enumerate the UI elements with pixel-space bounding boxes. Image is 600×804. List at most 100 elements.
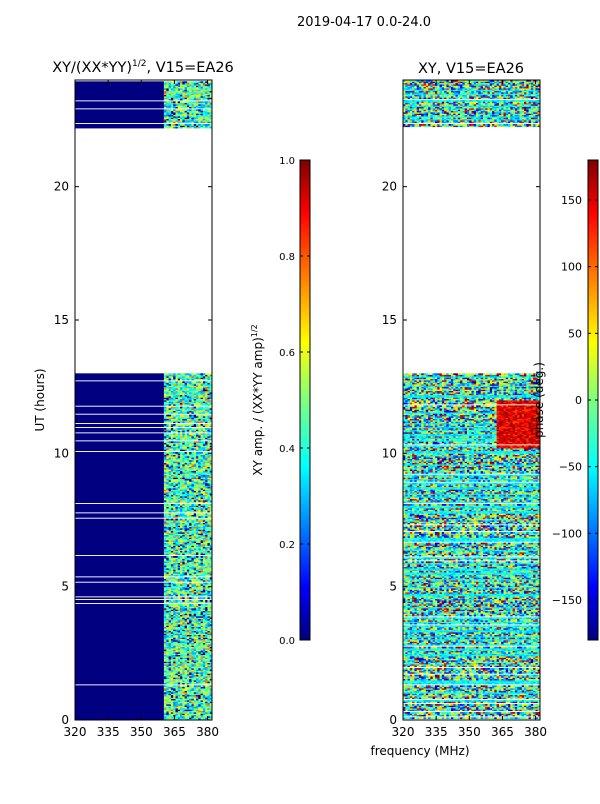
left-heat-cell: [189, 425, 192, 428]
left-heat-cell: [193, 404, 197, 406]
left-heat-cell: [180, 553, 183, 556]
left-heat-cell: [166, 394, 170, 397]
left-heat-cell: [177, 412, 181, 414]
left-heat-cell: [200, 529, 204, 532]
left-heat-cell: [207, 429, 211, 432]
left-heat-cell: [196, 482, 199, 485]
left-heat-cell: [202, 600, 206, 602]
left-heat-cell: [182, 674, 185, 677]
left-heat-cell: [170, 681, 174, 684]
left-heat-cell: [200, 444, 204, 446]
left-heat-cell: [198, 637, 201, 640]
left-heat-cell: [168, 545, 172, 548]
left-heat-cell: [200, 568, 204, 570]
left-heat-cell: [196, 474, 199, 477]
left-heat-cell: [193, 689, 197, 692]
left-heat-cell: [173, 674, 176, 677]
left-heat-cell: [168, 473, 172, 476]
left-heat-cell: [164, 542, 167, 545]
left-heat-cell: [177, 572, 181, 574]
left-heat-cell: [189, 657, 192, 660]
left-heat-cell: [177, 636, 181, 638]
left-heat-cell: [200, 632, 204, 634]
left-heat-cell: [164, 488, 167, 490]
left-heat-cell: [168, 520, 172, 522]
left-heat-cell: [168, 628, 172, 630]
left-heat-cell: [186, 464, 190, 466]
left-heat-cell: [173, 486, 176, 489]
left-heat-cell: [182, 606, 185, 609]
left-heat-cell: [173, 536, 176, 538]
left-heat-cell: [184, 404, 188, 406]
left-heat-cell: [170, 501, 174, 504]
left-heat-row-bg: [75, 616, 164, 618]
left-heat-cell: [196, 617, 199, 620]
left-heat-cell: [180, 514, 183, 517]
left-heat-cell: [180, 404, 183, 406]
left-heat-cell: [180, 674, 183, 677]
left-heat-cell: [180, 446, 183, 449]
left-heat-cell: [166, 690, 170, 693]
left-heat-cell: [180, 586, 183, 589]
left-heat-cell: [175, 532, 179, 534]
left-heat-cell: [189, 424, 192, 426]
left-heat-cell: [200, 630, 204, 633]
left-panel: XY/(XX*YY)1/2, V15=EA26 320 335 350 365 3800…: [33, 59, 234, 739]
left-heat-cell: [202, 658, 206, 661]
left-heat-cell: [196, 706, 199, 709]
left-heat-cell: [173, 648, 176, 650]
left-heat-cell: [202, 625, 206, 628]
left-heat-cell: [168, 594, 172, 597]
left-heat-cell: [180, 620, 183, 622]
left-heat-cell: [191, 650, 195, 653]
left-heat-cell: [175, 489, 179, 492]
left-heat-cell: [205, 460, 208, 462]
left-heat-cell: [170, 497, 174, 500]
left-heat-cell: [198, 429, 201, 432]
left-heat-cell: [207, 668, 211, 670]
left-heat-cell: [166, 633, 170, 636]
left-heat-cell: [175, 530, 179, 533]
left-heat-cell: [198, 714, 201, 717]
left-heat-cell: [170, 493, 174, 496]
left-heat-cell: [191, 594, 195, 597]
left-heat-cell: [200, 617, 204, 620]
left-heat-cell: [200, 690, 204, 693]
left-heat-cell: [173, 624, 176, 626]
left-heat-cell: [205, 486, 208, 489]
left-heat-cell: [200, 705, 204, 708]
left-heat-cell: [191, 508, 195, 510]
left-heat-row-bg: [75, 600, 164, 602]
left-heat-cell: [209, 424, 212, 426]
left-heat-cell: [198, 412, 201, 414]
left-heat-cell: [168, 506, 172, 509]
left-heat-cell: [182, 574, 185, 577]
left-heat-cell: [184, 680, 188, 682]
left-heat-cell: [207, 476, 211, 478]
left-heat-cell: [207, 421, 211, 424]
left-heat-cell: [207, 650, 211, 653]
left-heat-cell: [191, 472, 195, 474]
left-heat-cell: [205, 406, 208, 409]
left-heat-cell: [166, 709, 170, 712]
left-heat-cell: [207, 569, 211, 572]
left-heat-cell: [189, 610, 192, 613]
left-heat-cell: [177, 674, 181, 677]
left-heat-cell: [173, 408, 176, 410]
left-heat-cell: [182, 585, 185, 588]
left-heat-cell: [209, 496, 212, 498]
left-heat-cell: [177, 696, 181, 698]
left-heat-cell: [207, 434, 211, 437]
left-heat-cell: [189, 544, 192, 546]
left-heat-cell: [200, 510, 204, 513]
left-heat-cell: [196, 460, 199, 462]
left-heat-cell: [177, 649, 181, 652]
left-heat-cell: [200, 400, 204, 402]
left-heat-cell: [168, 556, 172, 558]
left-heat-cell: [166, 464, 170, 466]
left-heat-cell: [196, 577, 199, 580]
left-heat-cell: [191, 570, 195, 573]
left-heat-cell: [164, 702, 167, 705]
left-heat-cell: [175, 485, 179, 488]
left-heat-cell: [173, 690, 176, 693]
